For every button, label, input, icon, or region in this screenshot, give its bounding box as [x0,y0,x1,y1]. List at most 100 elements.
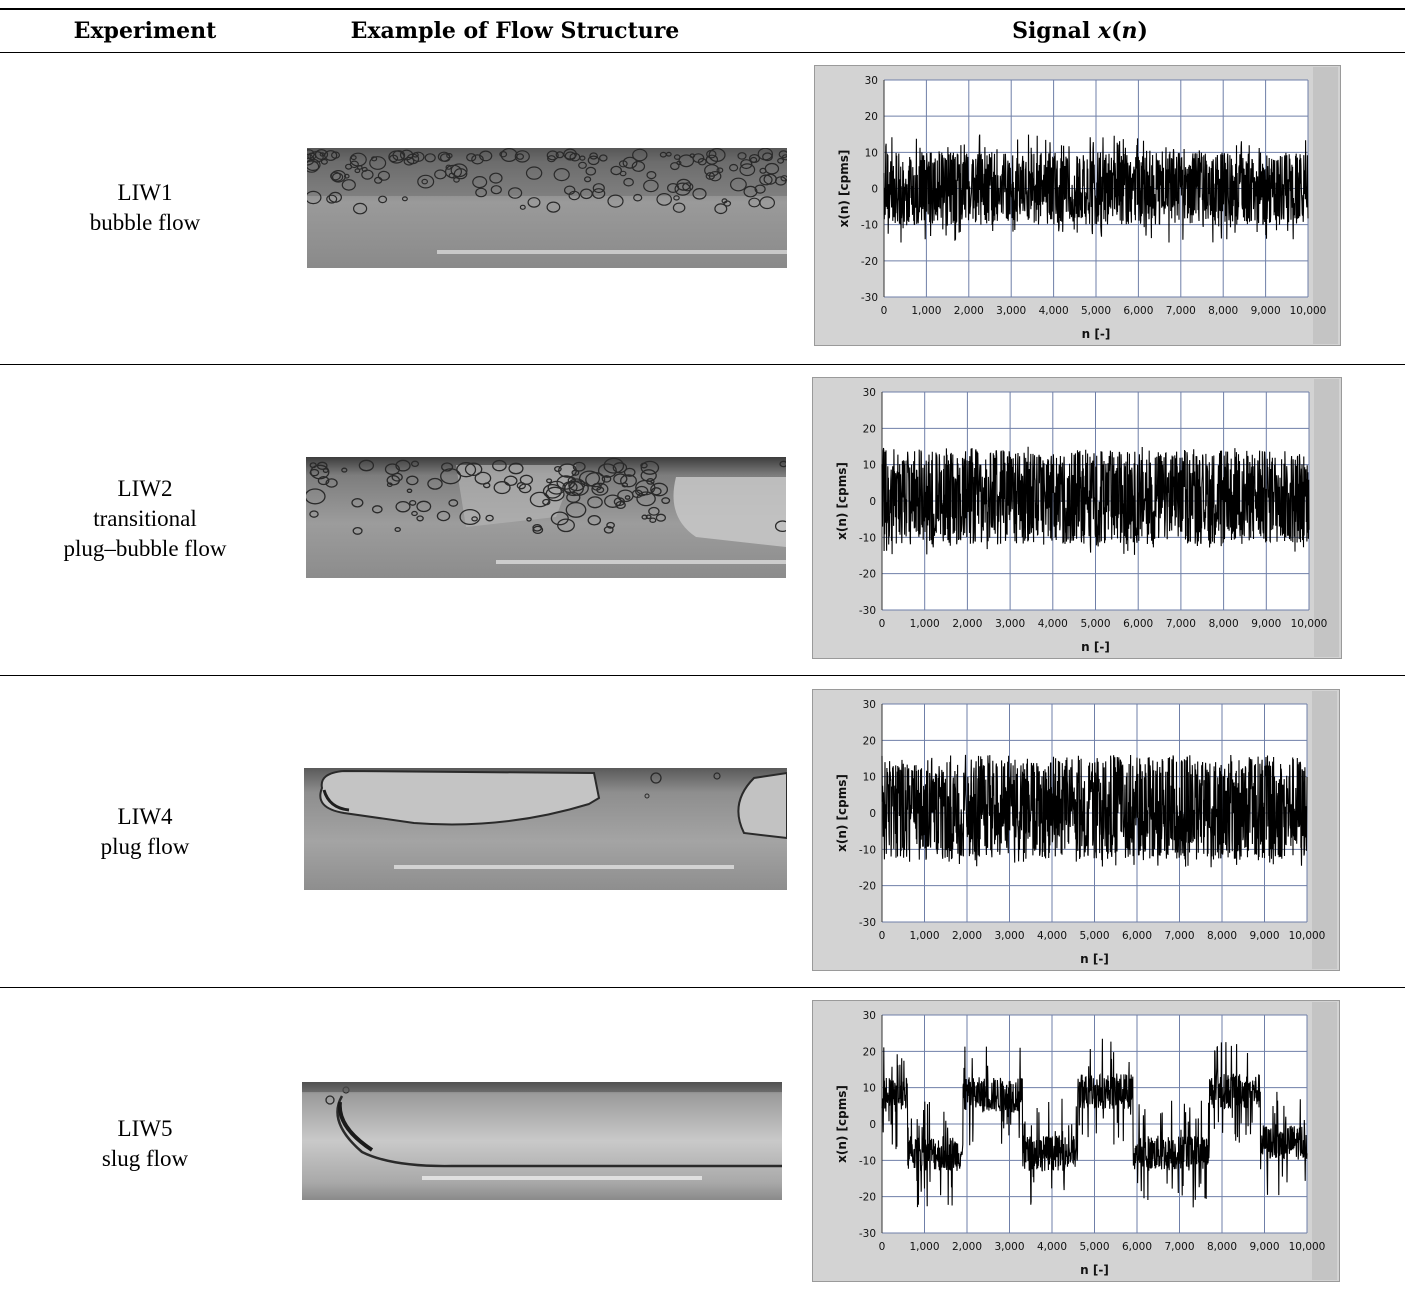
row-divider [0,987,1405,988]
bubble [579,155,586,161]
x-tick-label: 9,000 [1249,930,1279,942]
bubble [450,163,468,178]
bubble [448,499,459,507]
bubble [619,170,627,177]
x-tick-label: 10,000 [1289,1241,1326,1253]
x-tick-label: 5,000 [1080,618,1110,630]
bubble [330,169,346,183]
x-axis-label: n [-] [1081,640,1110,654]
bubble [319,152,325,157]
x-axis-label: n [-] [1082,327,1111,341]
bubble [527,197,541,208]
bubble [649,517,657,523]
chart-side-bevel [1313,67,1338,344]
bubble [601,475,612,483]
bubble [633,193,643,202]
x-tick-label: 1,000 [910,618,940,630]
bubble [636,491,656,507]
x-tick-label: 6,000 [1123,305,1153,317]
y-tick-label: 30 [863,387,876,399]
bubble [558,463,577,478]
bubble [351,498,364,508]
bubble [485,514,494,522]
bubble [411,510,418,517]
bubble [341,179,356,191]
bubble [332,172,344,182]
bubble [676,178,691,191]
header-signal-var: x [1097,18,1112,44]
bubble [591,482,609,496]
y-axis-label: x(n) [cpms] [835,1085,849,1163]
x-tick-label: 2,000 [952,1241,982,1253]
x-tick-label: 2,000 [954,305,984,317]
bubble [377,170,391,181]
bubble [356,165,363,170]
bubble [656,193,672,206]
y-tick-label: 20 [863,423,876,435]
y-tick-label: -20 [861,256,878,268]
bubble [352,202,368,215]
y-tick-label: 20 [865,111,878,123]
experiment-description: bubble flow [89,210,201,235]
bubble [564,151,576,161]
bubble [682,182,694,192]
y-tick-label: 20 [863,735,876,747]
x-tick-label: 7,000 [1166,618,1196,630]
header-signal-paren-open: ( [1111,18,1122,44]
bubble [409,499,417,506]
row-divider [0,675,1405,676]
bubble [692,187,707,200]
bubble [394,526,401,533]
bubble [352,526,363,535]
bubble [341,467,348,473]
bubble [503,475,518,487]
bubble [307,149,315,159]
bubble [320,158,328,165]
bubble [493,481,511,495]
x-tick-label: 6,000 [1122,930,1152,942]
experiment-name: LIW2 [117,476,173,501]
bubble [621,482,629,488]
flow-photo-plug-bubble-image [306,457,786,578]
y-tick-label: -30 [859,917,876,929]
bubble [584,176,592,183]
bubble [585,472,606,488]
y-tick-label: 10 [865,147,878,159]
x-axis-label: n [-] [1080,952,1109,966]
bubble [762,152,773,162]
bubble [479,150,493,162]
bubble [354,168,361,174]
bubble [673,154,681,160]
bubble [708,148,726,162]
bubble [566,491,581,503]
bubble [565,501,587,518]
bubble [778,150,787,159]
bubble [546,478,553,484]
signal-series-line [881,446,1310,555]
bubble [471,516,478,522]
experiment-cell-liw5: LIW5 slug flow [20,1114,270,1174]
bubble [492,459,507,472]
y-tick-label: -30 [859,605,876,617]
bubble [437,151,451,162]
experiment-description: plug flow [100,834,190,859]
bubble [623,467,636,477]
bubble [669,162,680,171]
bubble [410,460,420,468]
bubble [453,168,468,180]
bubble [421,178,429,185]
bubble [603,525,614,534]
y-tick-label: 30 [863,699,876,711]
bubble [646,171,657,180]
bubble [613,473,628,485]
bubble [514,150,530,163]
experiment-description: transitional [93,506,197,531]
y-tick-label: 0 [869,496,876,508]
bubble [316,461,328,470]
header-signal-paren-close: ) [1137,18,1148,44]
bubble [706,149,717,159]
y-axis-label: x(n) [cpms] [835,462,849,540]
x-tick-label: 6,000 [1122,1241,1152,1253]
x-tick-label: 7,000 [1164,1241,1194,1253]
